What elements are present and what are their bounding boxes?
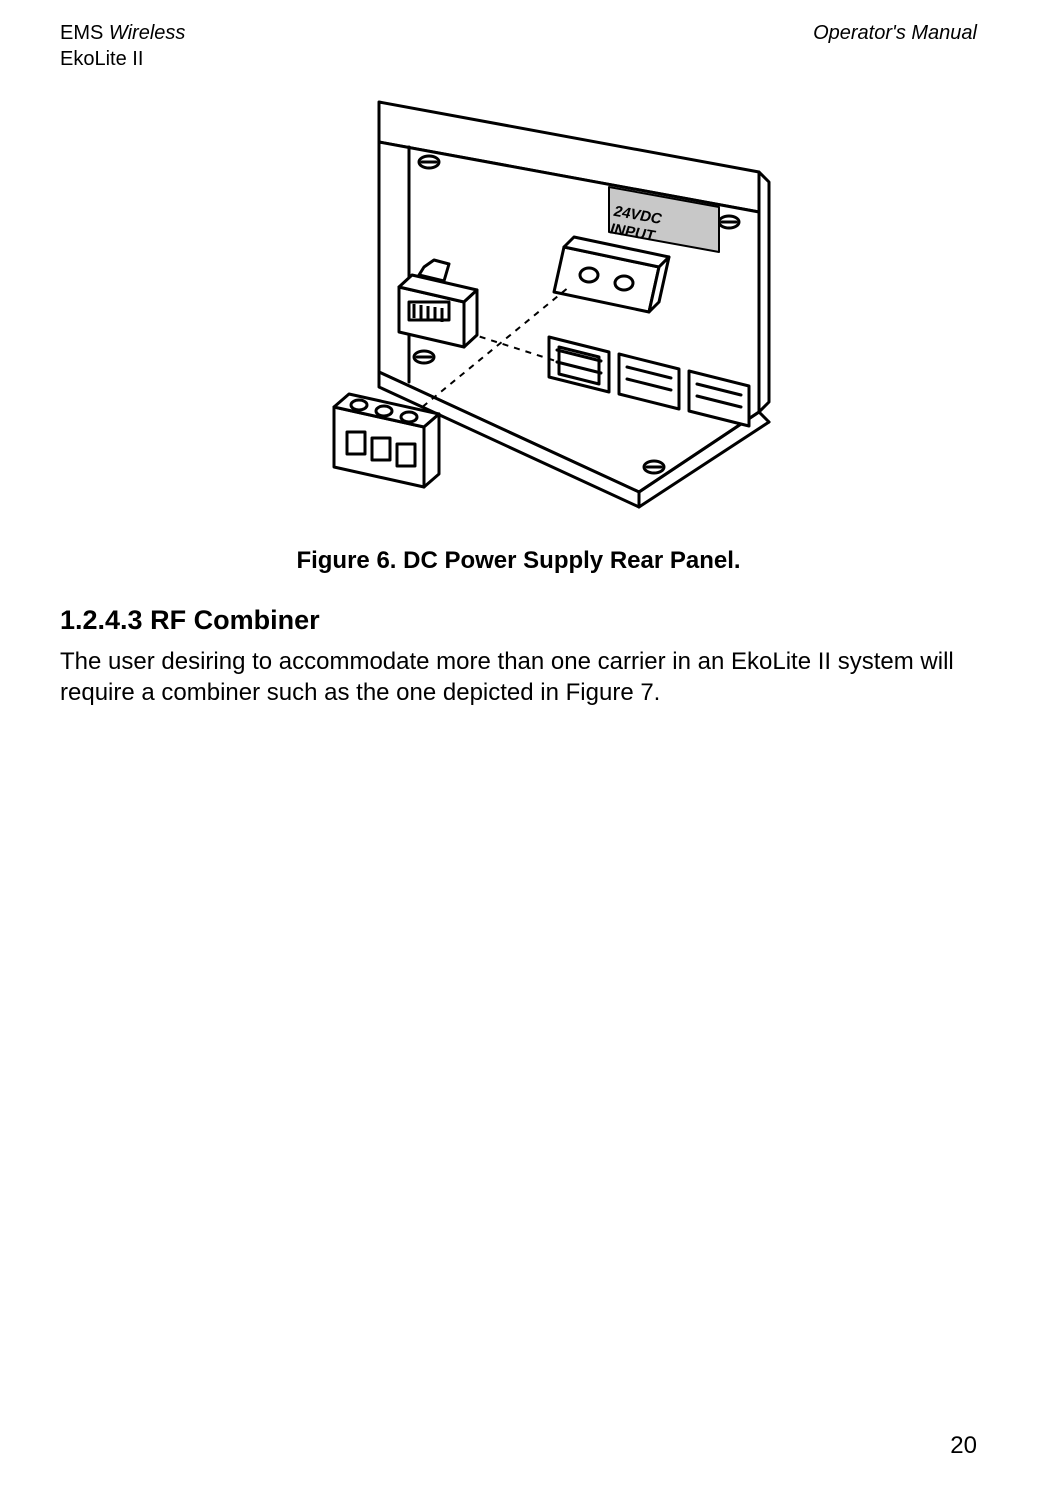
- section-heading: 1.2.4.3 RF Combiner: [60, 605, 977, 636]
- section-body: The user desiring to accommodate more th…: [60, 646, 977, 708]
- header-doc-title: Operator's Manual: [813, 22, 977, 44]
- figure-caption: Figure 6. DC Power Supply Rear Panel.: [60, 547, 977, 575]
- figure-diagram: 24VDC INPUT: [259, 92, 779, 517]
- header-left: EMS Wireless EkoLite II: [60, 20, 185, 72]
- figure-6: 24VDC INPUT: [60, 92, 977, 575]
- header-company-wireless: Wireless: [103, 22, 185, 44]
- header-right: Operator's Manual: [813, 20, 977, 72]
- section-title: RF Combiner: [150, 605, 320, 635]
- page-header: EMS Wireless EkoLite II Operator's Manua…: [60, 20, 977, 72]
- header-product: EkoLite II: [60, 46, 185, 72]
- section-number: 1.2.4.3: [60, 605, 143, 635]
- header-company-ems: EMS: [60, 22, 103, 44]
- page-number: 20: [950, 1432, 977, 1460]
- header-company: EMS Wireless: [60, 20, 185, 46]
